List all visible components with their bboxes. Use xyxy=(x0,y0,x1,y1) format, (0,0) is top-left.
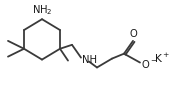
Text: NH$_2$: NH$_2$ xyxy=(32,3,52,17)
Text: NH: NH xyxy=(82,55,97,65)
Text: K$^+$: K$^+$ xyxy=(154,52,170,65)
Text: O: O xyxy=(129,29,137,39)
Text: O$^-$: O$^-$ xyxy=(141,58,158,69)
